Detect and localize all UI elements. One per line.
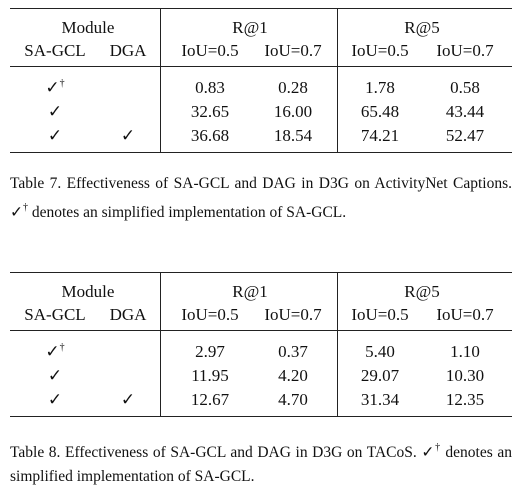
rule — [337, 272, 338, 416]
rule — [10, 66, 512, 67]
dagger: † — [435, 442, 441, 453]
rule — [10, 330, 512, 331]
value-cell: 29.07 — [360, 366, 400, 385]
caption: Table 7. Effectiveness of SA-GCL and DAG… — [10, 172, 512, 225]
value-cell: 43.44 — [445, 102, 485, 121]
module-header: Module — [61, 18, 115, 37]
module-header: Module — [61, 282, 115, 301]
dagger: † — [59, 342, 65, 353]
check-cell: ✓ — [120, 126, 136, 145]
check-cell: ✓† — [45, 78, 65, 97]
value-cell: 36.68 — [190, 126, 230, 145]
check-cell: ✓ — [47, 102, 63, 121]
column-header: IoU=0.5 — [351, 41, 409, 60]
column-header: SA-GCL — [24, 305, 86, 324]
value-cell: 0.83 — [195, 78, 225, 97]
rule — [10, 152, 512, 154]
rule — [10, 416, 512, 418]
group-header: R@5 — [404, 282, 440, 301]
check-cell: ✓ — [47, 390, 63, 409]
column-header: IoU=0.5 — [181, 41, 239, 60]
value-cell: 1.78 — [365, 78, 395, 97]
check-cell: ✓ — [47, 366, 63, 385]
column-header: IoU=0.7 — [264, 41, 322, 60]
rule — [160, 8, 161, 152]
dagger: † — [23, 202, 28, 213]
value-cell: 18.54 — [273, 126, 313, 145]
value-cell: 12.35 — [445, 390, 485, 409]
caption-text: Table 7. Effectiveness of SA-GCL and DAG… — [10, 175, 512, 192]
group-header: R@1 — [232, 282, 268, 301]
value-cell: 12.67 — [190, 390, 230, 409]
value-cell: 52.47 — [445, 126, 485, 145]
value-cell: 32.65 — [190, 102, 230, 121]
group-header: R@5 — [404, 18, 440, 37]
column-header: IoU=0.7 — [264, 305, 322, 324]
column-header: DGA — [109, 41, 147, 60]
rule — [337, 8, 338, 152]
column-header: DGA — [109, 305, 147, 324]
column-header: IoU=0.7 — [436, 305, 494, 324]
value-cell: 0.28 — [278, 78, 308, 97]
check-mark: ✓ — [421, 444, 436, 461]
caption-text: Table 8. Effectiveness of SA-GCL and DAG… — [10, 444, 417, 461]
value-cell: 65.48 — [360, 102, 400, 121]
value-cell: 0.58 — [450, 78, 480, 97]
group-header: R@1 — [232, 18, 268, 37]
column-header: IoU=0.7 — [436, 41, 494, 60]
column-header: IoU=0.5 — [181, 305, 239, 324]
rule — [10, 272, 512, 274]
value-cell: 4.20 — [278, 366, 308, 385]
dagger: † — [59, 78, 65, 89]
value-cell: 16.00 — [273, 102, 313, 121]
value-cell: 2.97 — [195, 342, 225, 361]
value-cell: 5.40 — [365, 342, 395, 361]
caption: Table 8. Effectiveness of SA-GCL and DAG… — [10, 436, 512, 489]
value-cell: 4.70 — [278, 390, 308, 409]
value-cell: 10.30 — [445, 366, 485, 385]
value-cell: 74.21 — [360, 126, 400, 145]
rule — [10, 8, 512, 10]
caption-text: denotes an simplified implementation of … — [31, 204, 347, 221]
column-header: SA-GCL — [24, 41, 86, 60]
value-cell: 11.95 — [191, 366, 229, 385]
check-mark: ✓ — [10, 204, 23, 221]
check-cell: ✓ — [120, 390, 136, 409]
column-header: IoU=0.5 — [351, 305, 409, 324]
caption-text: denotes an simplified implementation of … — [10, 444, 513, 485]
value-cell: 31.34 — [360, 390, 400, 409]
value-cell: 0.37 — [278, 342, 308, 361]
rule — [160, 272, 161, 416]
value-cell: 1.10 — [450, 342, 480, 361]
check-cell: ✓† — [45, 342, 65, 361]
check-cell: ✓ — [47, 126, 63, 145]
